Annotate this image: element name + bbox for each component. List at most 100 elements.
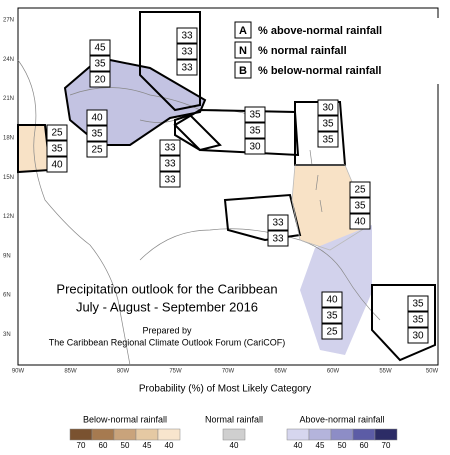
- lat-label: 12N: [3, 214, 14, 220]
- key-letter: B: [239, 65, 247, 77]
- lon-label: 50W: [426, 369, 439, 375]
- forecast-cell: [46, 124, 68, 141]
- forecast-value: 40: [91, 113, 103, 124]
- forecast-value: 35: [249, 126, 261, 137]
- legend-group: Above-normal rainfall: [299, 414, 384, 424]
- forecast-cell: [46, 156, 68, 173]
- legend-swatch: [222, 428, 246, 441]
- forecast-value: 33: [164, 175, 176, 186]
- forecast-value: 40: [354, 217, 366, 228]
- forecast-value: 33: [272, 218, 284, 229]
- forecast-value: 35: [322, 135, 334, 146]
- key-letter: N: [239, 45, 247, 57]
- forecast-cell: [321, 291, 343, 308]
- forecast-cell: [321, 307, 343, 324]
- coast: [17, 59, 131, 366]
- forecast-cell: [159, 155, 181, 172]
- legend-swatch: [135, 428, 159, 441]
- forecast-cell: [176, 27, 198, 44]
- forecast-value: 30: [322, 103, 334, 114]
- forecast-cell: [176, 43, 198, 60]
- forecast-value: 40: [326, 295, 338, 306]
- lon-label: 80W: [117, 369, 130, 375]
- forecast-value: 35: [354, 201, 366, 212]
- lon-label: 60W: [327, 369, 340, 375]
- forecast-value: 30: [412, 331, 424, 342]
- forecast-cell: [267, 230, 289, 247]
- islands: [309, 149, 323, 213]
- legend-swatch: [374, 428, 398, 441]
- forecast-value: 33: [181, 47, 193, 58]
- map-subtitle: July - August - September 2016: [76, 299, 258, 314]
- forecast-cell: [244, 138, 266, 155]
- legend-swatch: [330, 428, 354, 441]
- zone-outline: [139, 11, 201, 112]
- lon-label: 85W: [64, 369, 77, 375]
- forecast-cell: [244, 122, 266, 139]
- legend-group: Below-normal rainfall: [83, 414, 167, 424]
- forecast-cell: [159, 171, 181, 188]
- lat-label: 15N: [3, 175, 14, 181]
- legend-label: 60: [360, 441, 369, 450]
- key-letter-box: [234, 61, 252, 79]
- coast: [139, 119, 176, 123]
- zone-outline: [174, 113, 222, 152]
- zone-outline: [291, 164, 371, 251]
- lon-label: 65W: [274, 369, 287, 375]
- lat-label: 6N: [3, 293, 11, 299]
- lat-label: 18N: [3, 135, 14, 141]
- legend-label: 70: [77, 441, 86, 450]
- forecast-value: 20: [94, 75, 106, 86]
- legend-label: 40: [294, 441, 303, 450]
- forecast-cell: [89, 71, 111, 88]
- lat-label: 27N: [3, 18, 14, 24]
- forecast-cell: [349, 213, 371, 230]
- forecast-cell: [46, 140, 68, 157]
- forecast-value: 35: [412, 315, 424, 326]
- lat-label: 9N: [3, 253, 11, 259]
- forecast-cell: [89, 55, 111, 72]
- forecast-cell: [407, 327, 429, 344]
- legend-label: 60: [99, 441, 108, 450]
- forecast-value: 35: [326, 311, 338, 322]
- forecast-cell: [407, 311, 429, 328]
- organization: The Caribbean Regional Climate Outlook F…: [49, 337, 286, 347]
- forecast-cell: [176, 59, 198, 76]
- lon-label: 75W: [169, 369, 182, 375]
- legend-swatch: [157, 428, 181, 441]
- forecast-value: 45: [94, 43, 106, 54]
- legend-label: 70: [382, 441, 391, 450]
- forecast-cell: [321, 323, 343, 340]
- forecast-cell: [349, 181, 371, 198]
- forecast-value: 33: [181, 63, 193, 74]
- legend-swatch: [308, 428, 332, 441]
- legend-swatch: [113, 428, 137, 441]
- zone-outline: [63, 56, 207, 146]
- coast: [139, 228, 381, 321]
- lat-label: 21N: [3, 96, 14, 102]
- legend-group: Normal rainfall: [205, 414, 263, 424]
- forecast-value: 33: [164, 143, 176, 154]
- forecast-cell: [89, 39, 111, 56]
- legend-label: 45: [143, 441, 152, 450]
- forecast-value: 25: [326, 327, 338, 338]
- forecast-value: 35: [249, 110, 261, 121]
- forecast-cell: [349, 197, 371, 214]
- forecast-cell: [159, 139, 181, 156]
- coast: [69, 87, 201, 111]
- legend-swatch: [352, 428, 376, 441]
- forecast-value: 25: [91, 145, 103, 156]
- legend-label: 40: [230, 441, 239, 450]
- above-zone: [300, 225, 372, 355]
- forecast-cell: [317, 131, 339, 148]
- forecast-cell: [86, 141, 108, 158]
- legend-swatch: [286, 428, 310, 441]
- key-text: % above-normal rainfall: [258, 25, 382, 37]
- legend-swatch: [69, 428, 93, 441]
- legend-label: 50: [121, 441, 130, 450]
- forecast-value: 40: [51, 160, 63, 171]
- forecast-cell: [86, 125, 108, 142]
- key-letter-box: [234, 21, 252, 39]
- legend-label: 50: [338, 441, 347, 450]
